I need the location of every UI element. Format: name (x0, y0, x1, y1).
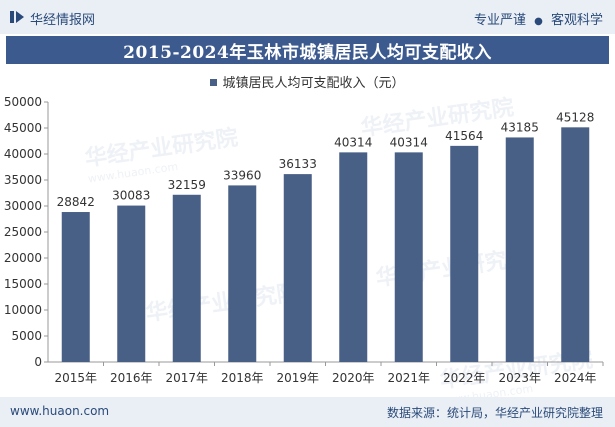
bar-value-label: 40314 (390, 135, 428, 149)
x-tick-label: 2023年 (498, 371, 541, 385)
slogan-right: 客观科学 (550, 13, 603, 28)
y-tick-label: 5000 (11, 329, 42, 343)
y-tick-label: 0 (34, 355, 42, 369)
title-bar: 2015-2024年玉林市城镇居民人均可支配收入 (6, 36, 609, 64)
y-tick-label: 50000 (4, 95, 42, 109)
y-tick-label: 25000 (4, 225, 42, 239)
header-bar: 华经情报网 专业严谨 ● 客观科学 (0, 0, 615, 34)
bar-value-label: 36133 (279, 157, 317, 171)
bar-value-label: 40314 (334, 135, 372, 149)
chart-title: 2015-2024年玉林市城镇居民人均可支配收入 (123, 42, 492, 63)
bar (117, 205, 146, 362)
x-tick-label: 2024年 (554, 371, 597, 385)
bar (339, 152, 368, 362)
bar (228, 185, 257, 362)
chart-legend: 城镇居民人均可支配收入（元） (0, 72, 615, 91)
y-tick-label: 30000 (4, 199, 42, 213)
bar (561, 127, 590, 362)
legend-swatch (210, 79, 218, 86)
slogan-left: 专业严谨 (473, 13, 526, 28)
footer-source: 数据来源：统计局，华经产业研究院整理 (386, 406, 603, 420)
bar-value-label: 45128 (556, 110, 594, 124)
huajing-logo-icon (10, 11, 24, 23)
y-tick-label: 10000 (4, 303, 42, 317)
footer-website[interactable]: www.huaon.com (10, 404, 110, 418)
bar-value-label: 41564 (445, 129, 483, 143)
legend-label: 城镇居民人均可支配收入（元） (222, 76, 405, 91)
bar-value-label: 32159 (168, 178, 206, 192)
x-tick-label: 2019年 (276, 371, 319, 385)
bar (450, 145, 479, 362)
bar (172, 194, 201, 362)
bar-value-label: 28842 (57, 195, 95, 209)
bar-value-label: 30083 (112, 189, 150, 203)
bar (61, 212, 90, 362)
bar-value-label: 33960 (223, 168, 261, 182)
bar (505, 137, 534, 362)
x-tick-label: 2020年 (332, 371, 375, 385)
x-tick-label: 2018年 (221, 371, 264, 385)
footer-bar: www.huaon.com 数据来源：统计局，华经产业研究院整理 (0, 397, 615, 427)
x-tick-label: 2021年 (387, 371, 430, 385)
bar-value-label: 43185 (501, 120, 539, 134)
bar (394, 152, 423, 362)
x-tick-label: 2022年 (443, 371, 486, 385)
brand-name: 华经情报网 (30, 13, 96, 28)
x-tick-label: 2015年 (54, 371, 97, 385)
x-tick-label: 2017年 (165, 371, 208, 385)
y-tick-label: 40000 (4, 147, 42, 161)
y-tick-label: 35000 (4, 173, 42, 187)
x-tick-label: 2016年 (110, 371, 153, 385)
bar (283, 174, 312, 362)
y-tick-label: 45000 (4, 121, 42, 135)
y-tick-label: 15000 (4, 277, 42, 291)
slogan-separator: ● (534, 16, 543, 27)
y-tick-label: 20000 (4, 251, 42, 265)
slogan: 专业严谨 ● 客观科学 (474, 9, 603, 28)
